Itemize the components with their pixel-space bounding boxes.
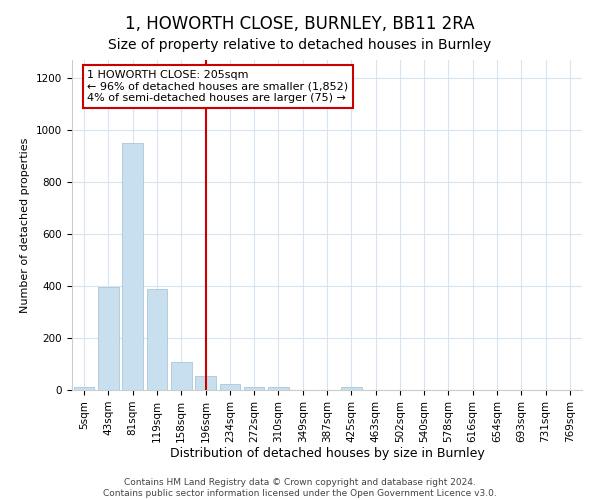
Bar bbox=[98, 288, 119, 390]
Bar bbox=[220, 384, 240, 390]
Bar bbox=[122, 143, 143, 390]
Text: 1 HOWORTH CLOSE: 205sqm
← 96% of detached houses are smaller (1,852)
4% of semi-: 1 HOWORTH CLOSE: 205sqm ← 96% of detache… bbox=[88, 70, 349, 103]
Y-axis label: Number of detached properties: Number of detached properties bbox=[20, 138, 31, 312]
Text: Size of property relative to detached houses in Burnley: Size of property relative to detached ho… bbox=[109, 38, 491, 52]
Bar bbox=[341, 387, 362, 390]
Text: 1, HOWORTH CLOSE, BURNLEY, BB11 2RA: 1, HOWORTH CLOSE, BURNLEY, BB11 2RA bbox=[125, 15, 475, 33]
X-axis label: Distribution of detached houses by size in Burnley: Distribution of detached houses by size … bbox=[170, 448, 484, 460]
Bar bbox=[244, 388, 265, 390]
Bar bbox=[74, 388, 94, 390]
Bar bbox=[171, 362, 191, 390]
Text: Contains HM Land Registry data © Crown copyright and database right 2024.
Contai: Contains HM Land Registry data © Crown c… bbox=[103, 478, 497, 498]
Bar bbox=[195, 376, 216, 390]
Bar bbox=[268, 388, 289, 390]
Bar bbox=[146, 288, 167, 390]
